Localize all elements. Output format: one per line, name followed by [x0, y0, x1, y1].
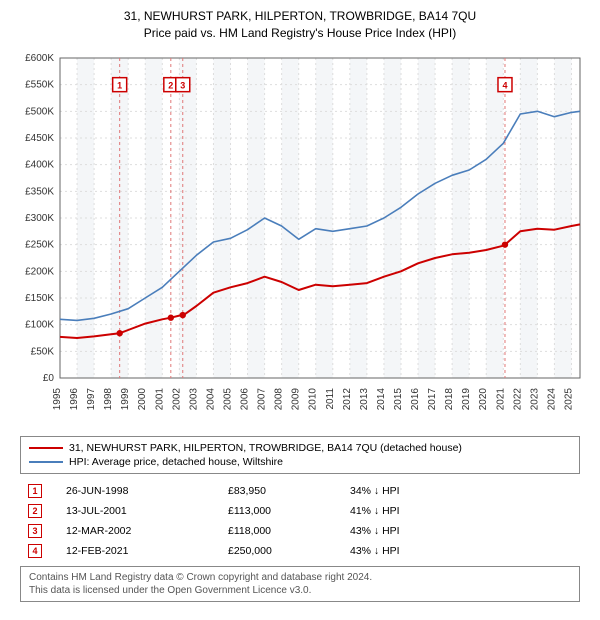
- svg-text:£150K: £150K: [25, 293, 54, 304]
- svg-text:2003: 2003: [188, 387, 199, 410]
- svg-text:1998: 1998: [103, 387, 114, 410]
- svg-text:£50K: £50K: [31, 346, 55, 357]
- chart-title-block: 31, NEWHURST PARK, HILPERTON, TROWBRIDGE…: [10, 8, 590, 42]
- chart-svg: £0 £50K £100K £150K £200K £250K £300K £350K £400…: [10, 48, 590, 428]
- svg-text:2016: 2016: [410, 387, 421, 410]
- svg-text:2002: 2002: [171, 387, 182, 410]
- svg-text:2025: 2025: [563, 387, 574, 410]
- svg-text:2024: 2024: [546, 387, 557, 410]
- svg-text:2018: 2018: [444, 387, 455, 410]
- svg-text:2001: 2001: [154, 387, 165, 410]
- trade-date: 12-FEB-2021: [60, 542, 220, 560]
- transactions-table: 1 26-JUN-1998£83,95034% ↓ HPI 2 13-JUL-2001…: [20, 480, 580, 562]
- legend-row: 31, NEWHURST PARK, HILPERTON, TROWBRIDGE…: [29, 441, 571, 455]
- trade-diff: 43% ↓ HPI: [344, 522, 578, 540]
- svg-text:£350K: £350K: [25, 186, 54, 197]
- svg-text:2006: 2006: [240, 387, 251, 410]
- svg-text:2007: 2007: [257, 387, 268, 410]
- svg-text:£200K: £200K: [25, 266, 54, 277]
- chart-container: 31, NEWHURST PARK, HILPERTON, TROWBRIDGE…: [0, 0, 600, 608]
- attribution-line: Contains HM Land Registry data © Crown c…: [29, 571, 571, 584]
- table-row: 3 12-MAR-2002£118,00043% ↓ HPI: [22, 522, 578, 540]
- trade-price: £113,000: [222, 502, 342, 520]
- svg-text:2012: 2012: [342, 387, 353, 410]
- svg-text:£450K: £450K: [25, 133, 54, 144]
- svg-text:2015: 2015: [393, 387, 404, 410]
- legend-box: 31, NEWHURST PARK, HILPERTON, TROWBRIDGE…: [20, 436, 580, 474]
- svg-text:1996: 1996: [69, 387, 80, 410]
- svg-text:1999: 1999: [120, 387, 131, 410]
- legend-label: 31, NEWHURST PARK, HILPERTON, TROWBRIDGE…: [69, 442, 462, 454]
- svg-text:£400K: £400K: [25, 159, 54, 170]
- table-row: 4 12-FEB-2021£250,00043% ↓ HPI: [22, 542, 578, 560]
- trade-date: 13-JUL-2001: [60, 502, 220, 520]
- title-subtitle: Price paid vs. HM Land Registry's House …: [10, 25, 590, 42]
- svg-text:2017: 2017: [427, 387, 438, 410]
- svg-text:2011: 2011: [325, 387, 336, 409]
- legend-row: HPI: Average price, detached house, Wilt…: [29, 455, 571, 469]
- title-address: 31, NEWHURST PARK, HILPERTON, TROWBRIDGE…: [10, 8, 590, 25]
- svg-text:£250K: £250K: [25, 239, 54, 250]
- table-row: 1 26-JUN-1998£83,95034% ↓ HPI: [22, 482, 578, 500]
- svg-text:£100K: £100K: [25, 319, 54, 330]
- legend-swatch: [29, 461, 63, 463]
- svg-text:£600K: £600K: [25, 53, 54, 64]
- marker-square: 3: [28, 524, 42, 538]
- attribution-box: Contains HM Land Registry data © Crown c…: [20, 566, 580, 602]
- svg-text:2021: 2021: [495, 387, 506, 410]
- svg-text:2004: 2004: [205, 387, 216, 410]
- marker-square: 1: [28, 484, 42, 498]
- svg-text:£500K: £500K: [25, 106, 54, 117]
- svg-text:2020: 2020: [478, 387, 489, 410]
- svg-text:1997: 1997: [86, 387, 97, 410]
- svg-text:2019: 2019: [461, 387, 472, 410]
- svg-text:4: 4: [502, 80, 507, 90]
- svg-text:£300K: £300K: [25, 213, 54, 224]
- svg-text:2023: 2023: [529, 387, 540, 410]
- marker-square: 4: [28, 544, 42, 558]
- trade-date: 12-MAR-2002: [60, 522, 220, 540]
- svg-text:1995: 1995: [52, 387, 63, 410]
- trade-price: £118,000: [222, 522, 342, 540]
- svg-text:2022: 2022: [512, 387, 523, 410]
- svg-text:2005: 2005: [222, 387, 233, 410]
- trade-diff: 41% ↓ HPI: [344, 502, 578, 520]
- svg-text:2010: 2010: [308, 387, 319, 410]
- trade-diff: 43% ↓ HPI: [344, 542, 578, 560]
- legend-swatch: [29, 447, 63, 449]
- legend-label: HPI: Average price, detached house, Wilt…: [69, 456, 283, 468]
- svg-text:3: 3: [180, 80, 185, 90]
- svg-text:2013: 2013: [359, 387, 370, 410]
- svg-text:2008: 2008: [274, 387, 285, 410]
- marker-square: 2: [28, 504, 42, 518]
- table-row: 2 13-JUL-2001£113,00041% ↓ HPI: [22, 502, 578, 520]
- svg-text:2: 2: [168, 80, 173, 90]
- svg-text:2000: 2000: [137, 387, 148, 410]
- svg-text:2014: 2014: [376, 387, 387, 410]
- attribution-line: This data is licensed under the Open Gov…: [29, 584, 571, 597]
- trade-price: £83,950: [222, 482, 342, 500]
- svg-text:2009: 2009: [291, 387, 302, 410]
- trade-date: 26-JUN-1998: [60, 482, 220, 500]
- svg-text:£550K: £550K: [25, 79, 54, 90]
- trade-diff: 34% ↓ HPI: [344, 482, 578, 500]
- chart-plot: £0 £50K £100K £150K £200K £250K £300K £350K £400…: [10, 48, 590, 428]
- trade-price: £250,000: [222, 542, 342, 560]
- svg-text:£0: £0: [43, 373, 55, 384]
- svg-text:1: 1: [117, 80, 122, 90]
